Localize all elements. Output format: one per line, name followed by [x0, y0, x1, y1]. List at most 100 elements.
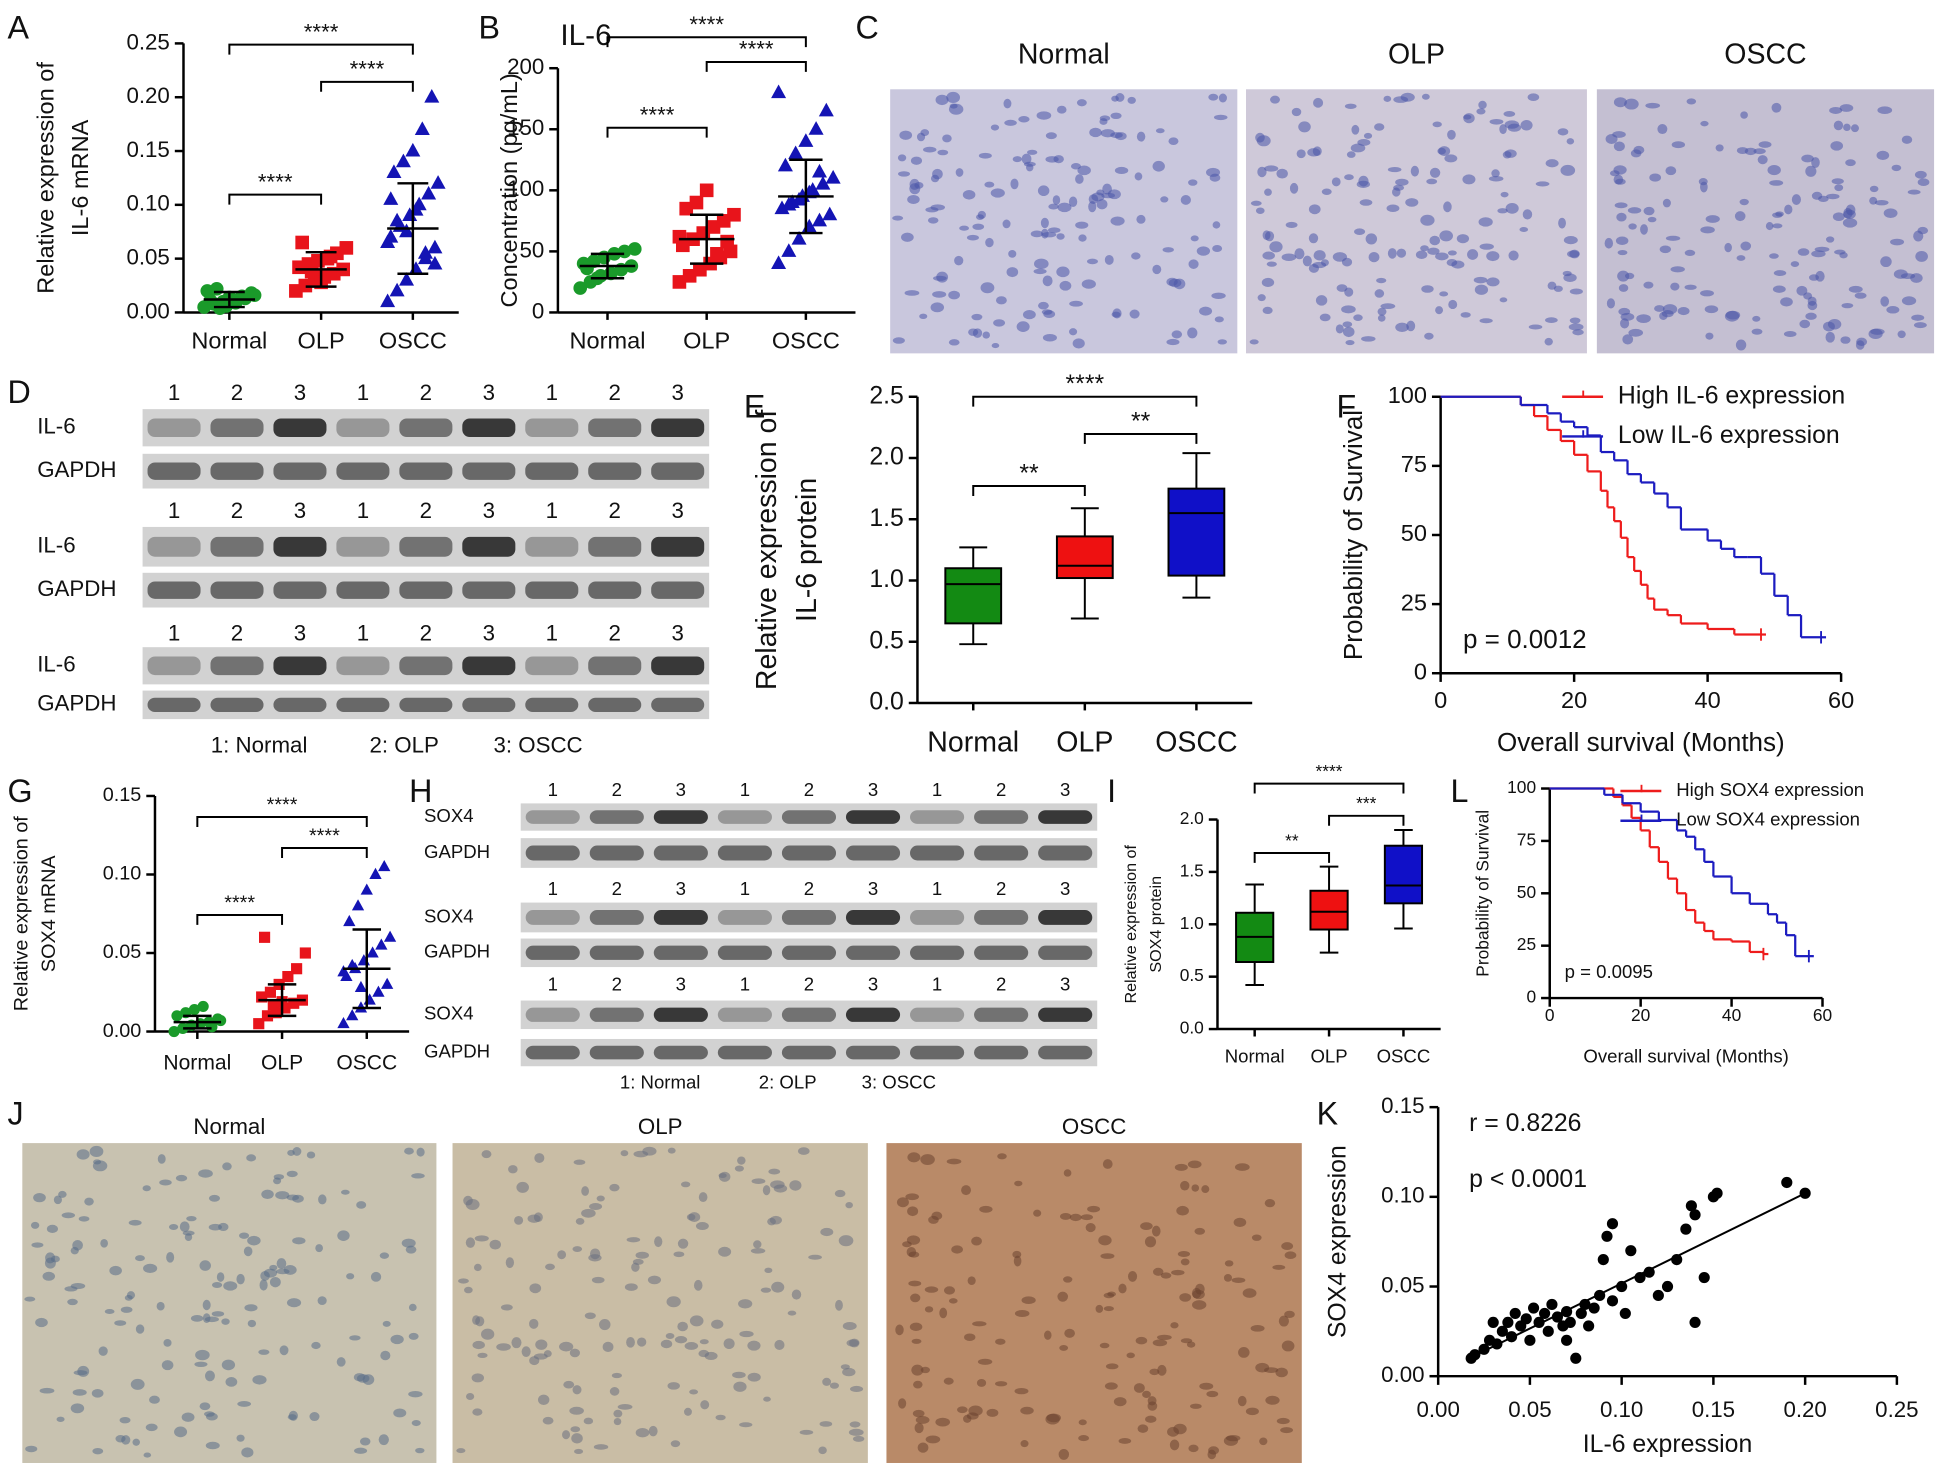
lane-label: 3 [1060, 779, 1070, 800]
panel-letter: B [479, 9, 501, 45]
cell-nucleus [1075, 221, 1089, 229]
cell-nucleus [1127, 96, 1136, 104]
cell-nucleus [677, 1321, 688, 1332]
cell-nucleus [1281, 253, 1297, 261]
cell-nucleus [1345, 340, 1355, 346]
cell-nucleus [1657, 124, 1668, 135]
significance-bracket [1083, 432, 1198, 444]
y-tick-label: 25 [1401, 589, 1427, 615]
cell-nucleus [306, 1151, 316, 1159]
cell-nucleus [1245, 1407, 1259, 1416]
cell-nucleus [1223, 1435, 1239, 1446]
cell-nucleus [1308, 233, 1319, 244]
data-point [627, 242, 642, 256]
cell-nucleus [949, 103, 958, 109]
panel-letter: C [855, 9, 878, 45]
cell-nucleus [1264, 165, 1279, 172]
lane-label: 2 [804, 779, 814, 800]
blot-band [974, 845, 1029, 861]
data-point [791, 230, 807, 245]
blot-band [525, 697, 579, 712]
data-point [215, 1014, 227, 1027]
data-point [383, 930, 397, 942]
cell-nucleus [202, 1313, 211, 1324]
cell-nucleus [943, 1286, 955, 1295]
cell-nucleus [1262, 306, 1273, 315]
cell-nucleus [1331, 177, 1341, 187]
cell-nucleus [1479, 243, 1494, 250]
cell-nucleus [1886, 306, 1900, 314]
cell-nucleus [591, 1276, 605, 1284]
data-point [354, 980, 368, 993]
cell-nucleus [529, 1283, 542, 1294]
cell-nucleus [77, 1365, 90, 1377]
sd-bar [690, 213, 724, 265]
cell-nucleus [1613, 97, 1627, 108]
y-tick-label: 25 [1517, 934, 1536, 954]
y-tick-label: 0 [1414, 658, 1427, 684]
cell-nucleus [46, 1224, 58, 1233]
cell-nucleus [1014, 1387, 1029, 1395]
lane-label: 2 [420, 621, 432, 646]
cell-nucleus [1654, 305, 1665, 312]
cell-nucleus [1649, 173, 1662, 182]
cell-nucleus [58, 1190, 67, 1198]
cell-nucleus [997, 1153, 1007, 1160]
significance-label: **** [304, 19, 339, 44]
cell-nucleus [463, 1195, 473, 1206]
data-point [261, 1010, 274, 1022]
cell-nucleus [1527, 93, 1540, 101]
cell-nucleus [408, 1303, 417, 1312]
cell-nucleus [269, 1264, 278, 1271]
cell-nucleus [1321, 259, 1329, 267]
cell-nucleus [1078, 1435, 1090, 1442]
cell-nucleus [850, 1385, 864, 1392]
cell-nucleus [1332, 252, 1348, 262]
x-tick-label: Normal [570, 327, 646, 353]
cell-nucleus [1724, 310, 1740, 322]
cell-nucleus [1671, 141, 1686, 149]
row-label: GAPDH [424, 1041, 490, 1062]
y-axis-label: Relative expression of [32, 62, 58, 294]
data-point [299, 947, 311, 959]
lane-label: 1 [357, 380, 369, 405]
cell-nucleus [53, 1195, 62, 1205]
cell-nucleus [1396, 248, 1407, 258]
cell-nucleus [1460, 312, 1471, 318]
data-point [1652, 1289, 1664, 1302]
cell-nucleus [84, 1197, 94, 1206]
cell-nucleus [1115, 93, 1125, 102]
cell-nucleus [1048, 203, 1059, 210]
blot-band [336, 656, 390, 676]
significance-label: ** [1131, 408, 1151, 435]
cell-nucleus [182, 1230, 195, 1236]
cell-nucleus [948, 1298, 958, 1304]
blot-band [462, 697, 516, 712]
cell-nucleus [925, 207, 939, 213]
blot-band [589, 945, 644, 960]
cell-nucleus [1614, 202, 1628, 209]
cell-nucleus [1604, 237, 1614, 249]
y-tick-label: 0.10 [103, 863, 142, 885]
cell-nucleus [1250, 200, 1262, 206]
data-point [395, 153, 411, 168]
cell-nucleus [472, 1340, 485, 1350]
blot-band [910, 810, 965, 824]
cell-nucleus [593, 1444, 609, 1450]
y-tick-label: 0 [532, 298, 544, 323]
blot-band [525, 910, 580, 925]
cell-nucleus [1609, 170, 1620, 177]
lane-label: 2 [804, 878, 814, 899]
cell-nucleus [647, 1275, 662, 1285]
blot-band [651, 536, 705, 557]
cell-nucleus [626, 1336, 635, 1348]
cell-nucleus [1058, 1448, 1070, 1460]
cell-nucleus [61, 1212, 76, 1219]
cell-nucleus [1155, 128, 1165, 134]
lane-label: 2 [420, 380, 432, 405]
blot-band [589, 845, 644, 861]
data-point [430, 175, 446, 189]
blot-band [653, 845, 708, 861]
blot-band [147, 656, 201, 676]
cell-nucleus [1190, 235, 1199, 242]
